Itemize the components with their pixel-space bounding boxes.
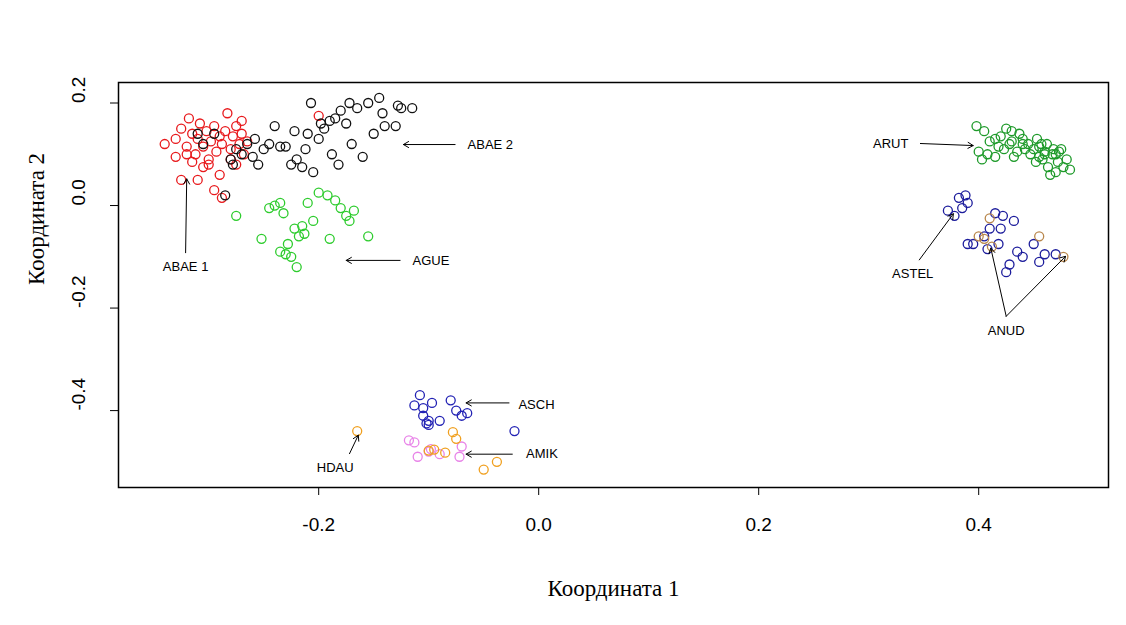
svg-text:ASTEL: ASTEL bbox=[892, 266, 933, 281]
svg-text:AGUE: AGUE bbox=[412, 253, 449, 268]
svg-text:0.2: 0.2 bbox=[68, 77, 89, 103]
svg-text:-0.4: -0.4 bbox=[68, 377, 89, 410]
svg-text:ANUD: ANUD bbox=[988, 323, 1025, 338]
svg-text:ASCH: ASCH bbox=[518, 397, 554, 412]
svg-text:Координата 2: Координата 2 bbox=[24, 153, 49, 285]
svg-text:AMIK: AMIK bbox=[526, 446, 558, 461]
svg-text:ARUT: ARUT bbox=[873, 136, 908, 151]
svg-text:ABAE 1: ABAE 1 bbox=[163, 259, 209, 274]
svg-text:-0.2: -0.2 bbox=[302, 514, 335, 535]
svg-text:0.0: 0.0 bbox=[68, 179, 89, 205]
svg-text:0.4: 0.4 bbox=[965, 514, 992, 535]
svg-text:-0.2: -0.2 bbox=[68, 275, 89, 308]
svg-text:ABAE 2: ABAE 2 bbox=[468, 137, 514, 152]
svg-text:Координата 1: Координата 1 bbox=[547, 576, 679, 601]
svg-text:0.0: 0.0 bbox=[525, 514, 551, 535]
svg-text:0.2: 0.2 bbox=[745, 514, 771, 535]
svg-text:HDAU: HDAU bbox=[317, 460, 354, 475]
